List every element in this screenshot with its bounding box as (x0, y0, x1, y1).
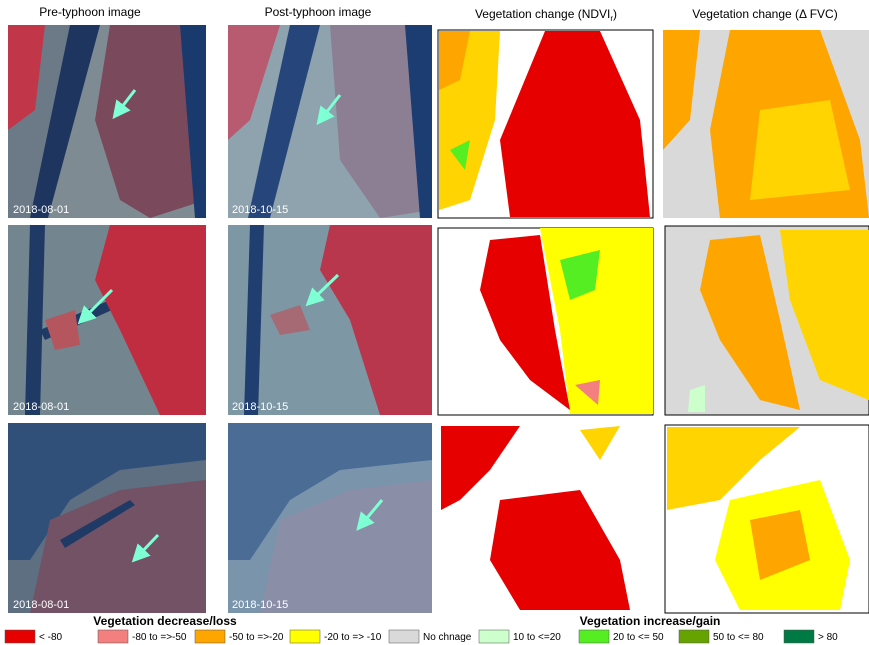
image-panel: 2018-10-15 (228, 225, 432, 415)
legend-label: -80 to =>-50 (132, 632, 187, 643)
date-label: 2018-08-01 (13, 599, 69, 611)
legend-swatch (579, 630, 609, 643)
legend-swatch (5, 630, 35, 643)
legend-header: Vegetation increase/gain (580, 614, 721, 628)
column-title: Vegetation change (Δ FVC) (692, 7, 837, 21)
legend-label: < -80 (39, 632, 63, 643)
image-panel: 2018-10-15 (228, 423, 432, 613)
image-panel: 2018-08-01 (8, 225, 206, 415)
legend-label: 10 to <=20 (513, 632, 561, 643)
legend-swatch (389, 630, 419, 643)
legend-label: 50 to <= 80 (713, 632, 764, 643)
image-panel: 2018-08-01 (8, 25, 206, 218)
date-label: 2018-10-15 (232, 204, 288, 216)
legend-swatch (98, 630, 128, 643)
image-panel: 2018-10-15 (228, 25, 432, 218)
map-panel (440, 425, 653, 613)
date-label: 2018-10-15 (232, 599, 288, 611)
date-label: 2018-08-01 (13, 204, 69, 216)
legend-label: No chnage (423, 632, 472, 643)
legend: < -80 -80 to =>-50 -50 to =>-20 -20 to => -… (5, 630, 838, 643)
map-panel (665, 425, 869, 613)
legend-label: -50 to =>-20 (229, 632, 284, 643)
legend-swatch (784, 630, 814, 643)
map-panel (663, 30, 869, 218)
legend-swatch (195, 630, 225, 643)
figure: Pre-typhoon image Post-typhoon image Veg… (0, 0, 869, 645)
legend-label: > 80 (818, 632, 838, 643)
column-title: Vegetation change (NDVIr) (475, 7, 617, 23)
map-panel (438, 228, 653, 415)
legend-label: -20 to => -10 (324, 632, 382, 643)
legend-swatch (290, 630, 320, 643)
legend-swatch (479, 630, 509, 643)
column-title: Pre-typhoon image (39, 5, 141, 19)
date-label: 2018-08-01 (13, 401, 69, 413)
legend-label: 20 to <= 50 (613, 632, 664, 643)
legend-header: Vegetation decrease/loss (93, 614, 237, 628)
map-panel (665, 226, 869, 415)
map-panel (438, 30, 653, 218)
legend-swatch (679, 630, 709, 643)
column-title: Post-typhoon image (265, 5, 372, 19)
image-panel: 2018-08-01 (8, 423, 206, 613)
date-label: 2018-10-15 (232, 401, 288, 413)
